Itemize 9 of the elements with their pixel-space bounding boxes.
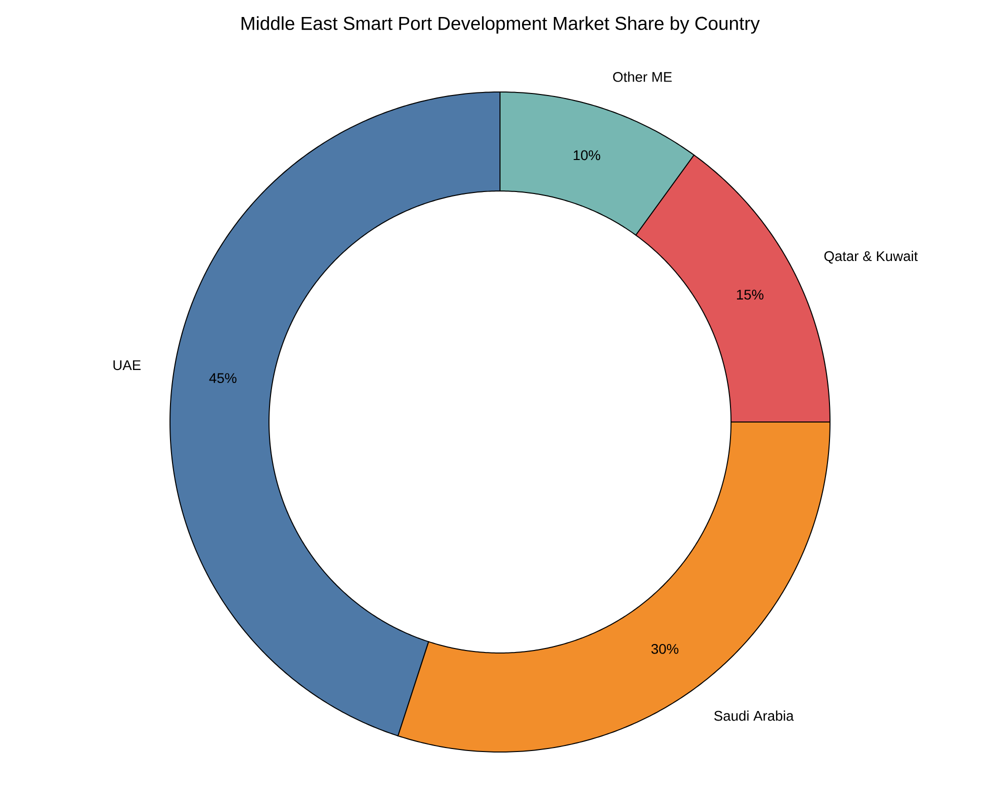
slice-label: Qatar & Kuwait bbox=[824, 250, 918, 264]
data-label: 30% bbox=[651, 644, 678, 654]
slice-label: UAE bbox=[114, 360, 141, 370]
data-label: 15% bbox=[736, 290, 764, 300]
slice-label: Other ME bbox=[613, 72, 672, 82]
slice-label: Saudi Arabia bbox=[714, 710, 794, 721]
chart-title: Middle East Smart Port Development Market Share by Country bbox=[242, 16, 760, 34]
data-label: 45% bbox=[209, 373, 236, 384]
data-label: 10% bbox=[574, 150, 600, 160]
